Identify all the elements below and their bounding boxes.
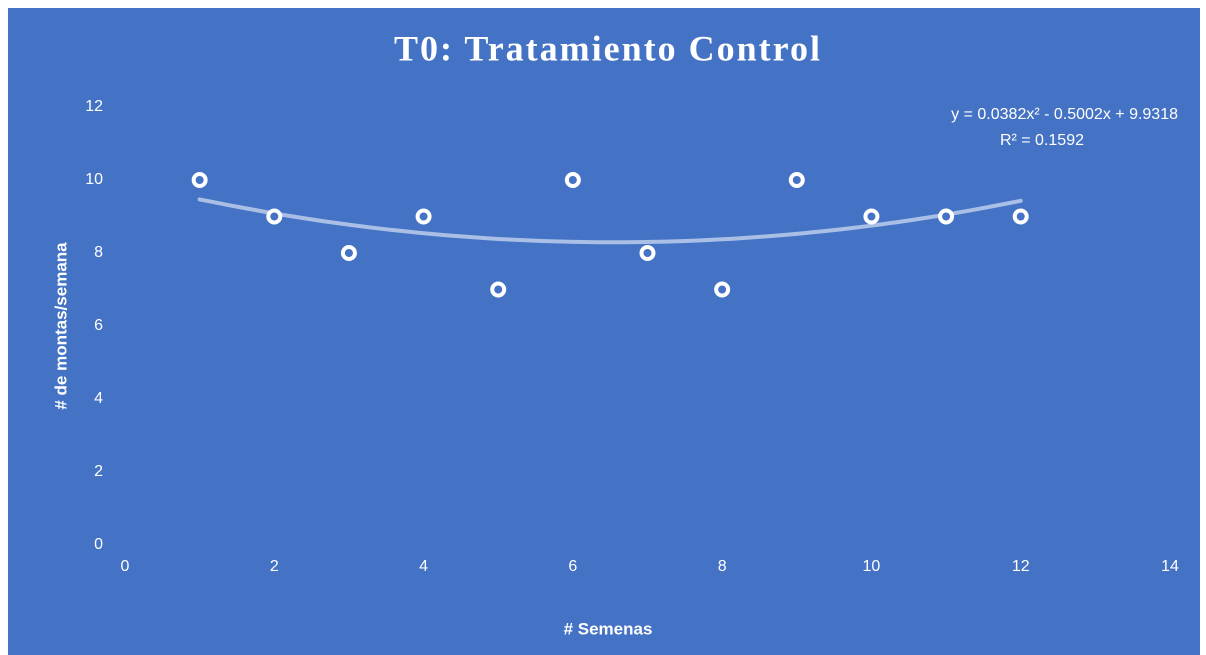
data-point (714, 281, 731, 298)
chart-title: T0: Tratamiento Control (394, 28, 822, 68)
data-point (490, 281, 507, 298)
x-tick-label: 14 (1161, 558, 1179, 575)
y-axis-label: # de montas/semana (51, 242, 70, 410)
x-tick-label: 10 (863, 558, 881, 575)
y-tick-label: 12 (85, 98, 103, 115)
y-tick-label: 8 (94, 244, 103, 261)
data-point (788, 172, 805, 188)
x-tick-label: 12 (1012, 558, 1030, 575)
x-tick-label: 6 (568, 558, 577, 575)
data-point (938, 208, 955, 225)
x-axis-label: # Semenas (564, 619, 653, 638)
y-tick-label: 2 (94, 463, 103, 480)
trendline-equation: y = 0.0382x² - 0.5002x + 9.9318 (951, 106, 1178, 123)
data-point (564, 172, 581, 188)
x-tick-label: 8 (718, 558, 727, 575)
data-point (415, 208, 432, 225)
chart-background (8, 8, 1200, 655)
trendline (197, 197, 1023, 245)
y-tick-label: 4 (94, 390, 103, 407)
x-tick-label: 2 (270, 558, 279, 575)
trendline-r-squared: R² = 0.1592 (1000, 132, 1084, 149)
data-point (863, 208, 880, 225)
y-tick-label: 0 (94, 536, 103, 553)
x-tick-label: 0 (121, 558, 130, 575)
data-point (266, 208, 283, 225)
data-point (191, 172, 208, 188)
y-tick-label: 6 (94, 317, 103, 334)
data-point (1012, 208, 1029, 225)
data-point (639, 245, 656, 261)
x-tick-label: 4 (419, 558, 428, 575)
y-tick-label: 10 (85, 171, 103, 188)
data-point (340, 245, 357, 261)
